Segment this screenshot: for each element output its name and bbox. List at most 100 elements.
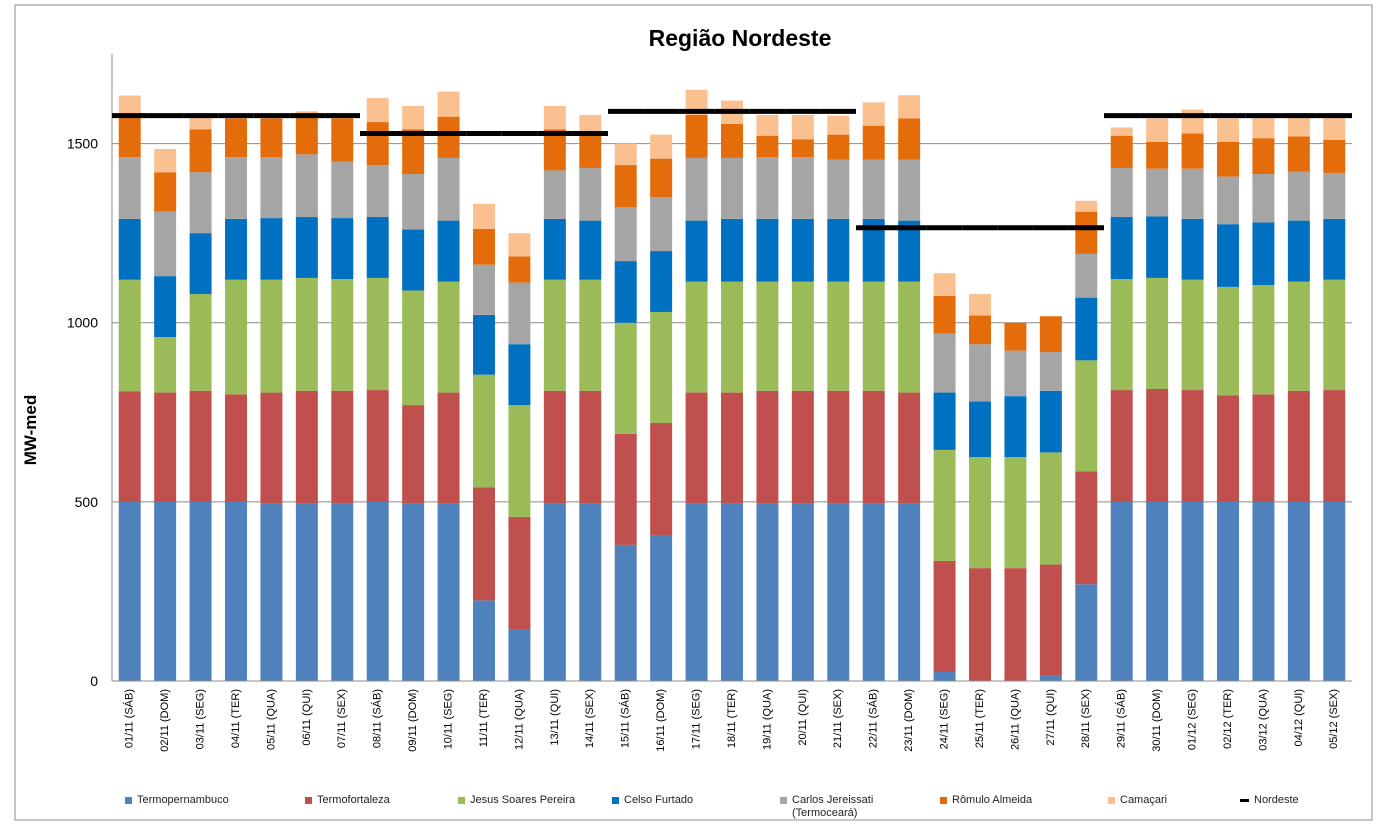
bar-segment — [933, 449, 956, 561]
bar-segment — [543, 503, 566, 681]
bar-segment — [1217, 141, 1239, 177]
bar-segment — [1287, 136, 1310, 172]
bar-segment — [1323, 218, 1346, 280]
x-tick-label: 05/12 (SEX) — [1328, 689, 1340, 749]
bar-segment — [543, 129, 566, 171]
x-tick-label: 08/11 (SÁB) — [371, 689, 384, 748]
legend-item: Termofortaleza — [305, 794, 390, 807]
legend-item: Camaçari — [1108, 794, 1167, 807]
bar-segment — [933, 672, 956, 681]
bar-segment — [295, 154, 318, 218]
bar-segment — [260, 118, 283, 158]
bar-segment — [898, 281, 921, 393]
bar-segment — [1181, 218, 1204, 280]
bar-segment — [969, 568, 991, 681]
chart-title: Região Nordeste — [649, 25, 832, 51]
bar-segment — [1323, 390, 1346, 502]
bar-segment — [614, 207, 637, 262]
bar-segment — [508, 233, 531, 257]
bar-segment — [827, 503, 850, 681]
bar-segment — [402, 129, 425, 175]
bar-segment — [1075, 584, 1098, 681]
legend: Termopernambuco Termofortaleza Jesus Soare… — [0, 790, 1378, 826]
bar-segment — [1252, 116, 1275, 139]
x-tick-label: 23/11 (DOM) — [903, 689, 915, 752]
bar-segment — [685, 157, 708, 221]
bar-segment — [827, 159, 850, 219]
x-tick-label: 02/11 (DOM) — [159, 689, 171, 752]
bar-segment — [969, 457, 991, 569]
bar-segment — [1039, 452, 1062, 565]
bar-segment — [118, 157, 141, 219]
x-tick-label: 19/11 (QUA) — [761, 689, 773, 750]
bar-segment — [1146, 277, 1169, 389]
bar-segment — [1181, 390, 1204, 502]
legend-label: Jesus Soares Pereira — [470, 794, 576, 806]
y-axis-label: MW-med — [21, 395, 40, 465]
bar-segment — [1110, 127, 1133, 136]
x-tick-label: 16/11 (DOM) — [655, 689, 667, 752]
bar-segment — [756, 114, 779, 136]
bar-segment — [791, 503, 814, 681]
x-tick-label: 18/11 (TER) — [726, 689, 738, 748]
bar-segment — [473, 203, 495, 229]
bar-segment — [756, 218, 779, 282]
bar-segment — [473, 374, 495, 488]
x-tick-label: 14/11 (SEX) — [584, 689, 596, 748]
bar-segment — [437, 116, 460, 158]
bar-segment — [189, 233, 212, 295]
legend-swatch — [612, 797, 619, 804]
bar-segment — [543, 170, 566, 219]
legend-label: Termopernambuco — [137, 794, 229, 806]
bar-segment — [791, 114, 814, 140]
bar-segment — [862, 159, 885, 219]
bar-segment — [969, 294, 991, 316]
y-tick-label: 0 — [90, 673, 98, 689]
legend-label: Rômulo Almeida — [952, 794, 1033, 806]
bar-segment — [1110, 167, 1133, 218]
bar-segment — [685, 114, 708, 158]
x-tick-label: 03/12 (QUA) — [1257, 689, 1269, 751]
bar-segment — [827, 390, 850, 504]
legend-label: Termofortaleza — [317, 794, 390, 806]
legend-swatch — [125, 797, 132, 804]
bar-segment — [473, 314, 495, 375]
x-tick-label: 02/12 (TER) — [1222, 689, 1234, 749]
x-tick-label: 07/11 (SEX) — [336, 689, 348, 748]
bar-segment — [1287, 220, 1310, 282]
bar-segment — [1323, 501, 1346, 681]
bar-segment — [650, 158, 673, 198]
x-tick-label: 03/11 (SEG) — [194, 689, 206, 749]
bar-segment — [721, 123, 743, 158]
legend-swatch — [305, 797, 312, 804]
x-tick-label: 06/11 (QUI) — [301, 689, 313, 746]
bar-segment — [189, 390, 212, 502]
bar-segment — [933, 560, 956, 673]
legend-label: Carlos Jereissati (Termoceará) — [792, 794, 874, 819]
bar-segment — [1217, 118, 1239, 142]
bar-segment — [756, 390, 779, 504]
legend-item: Termopernambuco — [125, 794, 229, 807]
bar-segment — [508, 282, 531, 345]
bar-segment — [721, 503, 743, 681]
bar-segment — [933, 273, 956, 296]
bar-segment — [437, 91, 460, 117]
x-tick-label: 15/11 (SÁB) — [619, 689, 632, 748]
bar-segment — [1004, 350, 1027, 397]
bar-segment — [1110, 217, 1133, 280]
bar-segment — [614, 261, 637, 323]
bar-segment — [685, 503, 708, 681]
bar-segment — [898, 392, 921, 504]
bar-segment — [366, 122, 389, 166]
bar-segment — [1039, 390, 1062, 453]
bar-segment — [402, 503, 425, 681]
bar-segment — [898, 159, 921, 221]
y-tick-label: 500 — [75, 494, 99, 510]
bar-segment — [402, 405, 425, 504]
bar-segment — [508, 256, 531, 283]
bar-segment — [827, 281, 850, 391]
bar-segment — [1004, 568, 1027, 681]
bar-segment — [862, 125, 885, 160]
x-tick-label: 13/11 (QUI) — [549, 689, 561, 746]
